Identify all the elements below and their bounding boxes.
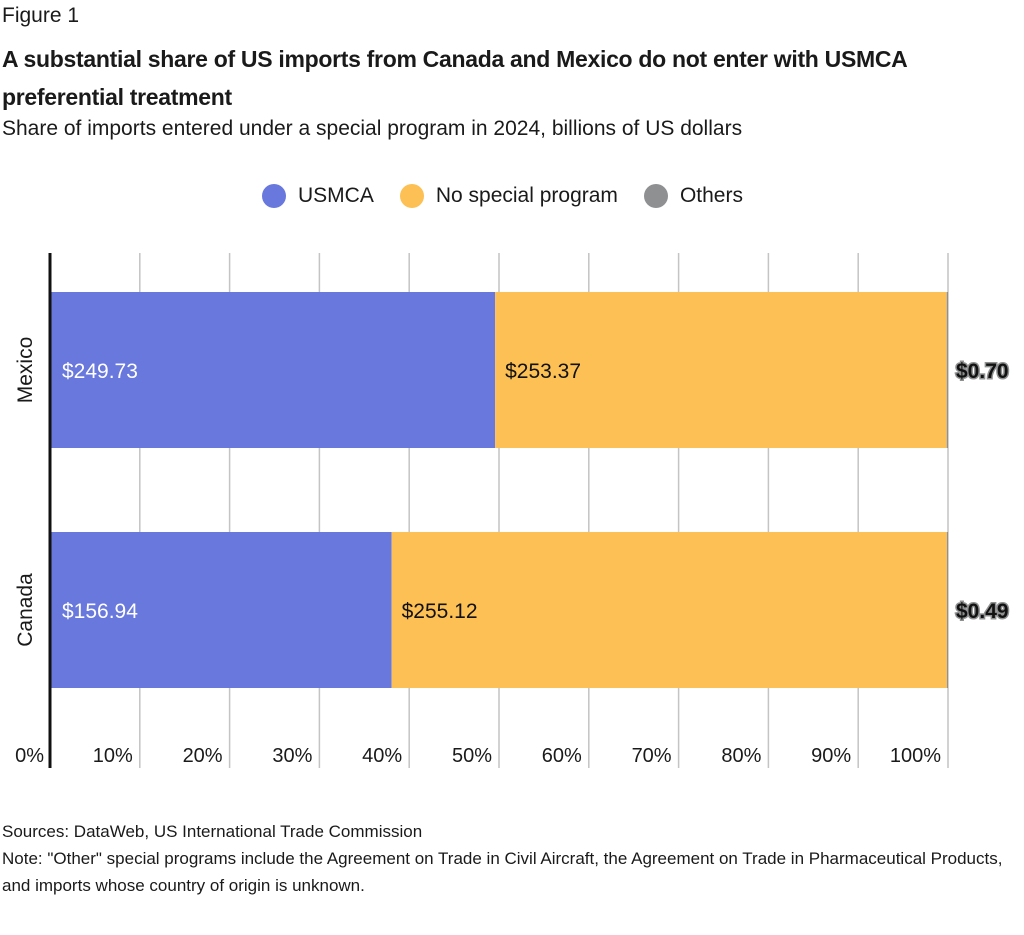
sources-text: Sources: DataWeb, US International Trade… [2,822,423,841]
legend-label-others: Others [679,184,743,207]
bar-no-special-program-canada [391,532,947,688]
x-tick-label: 50% [452,745,492,767]
x-tick-label: 90% [811,745,851,767]
legend: USMCA No special program Others [262,184,769,208]
x-tick-label: 80% [721,745,761,767]
footer: Sources: DataWeb, US International Trade… [2,818,1012,899]
data-label: $253.37 [505,360,581,383]
data-label: $156.94 [62,600,138,623]
bar-others-canada [946,532,948,688]
x-tick-label: 10% [93,745,133,767]
chart-title: A substantial share of US imports from C… [2,46,907,110]
x-tick-label: 30% [272,745,312,767]
data-label: $249.73 [62,360,138,383]
bar-others-mexico [946,292,948,448]
legend-swatch-usmca [262,184,286,208]
x-tick-label: 70% [632,745,672,767]
x-tick-label: 40% [362,745,402,767]
bars [50,292,948,688]
legend-item-others: Others [643,184,743,208]
chart-subtitle: Share of imports entered under a special… [2,117,743,140]
legend-swatch-no-special-program [399,184,424,208]
bar-usmca-mexico [50,292,496,448]
legend-item-usmca: USMCA [262,184,374,208]
category-label: Canada [14,573,37,647]
x-tick-label: 0% [15,745,44,767]
data-label: $0.49 [956,600,1009,623]
x-tick-label: 100% [890,745,941,767]
category-label: Mexico [14,337,37,404]
x-tick-label: 20% [183,745,223,767]
legend-item-no-special-program: No special program [399,184,618,208]
figure-label: Figure 1 [2,4,80,27]
data-label: $255.12 [402,600,478,623]
legend-swatch-others [643,184,668,208]
bar-usmca-canada [50,532,392,688]
category-labels: Mexico Canada [14,337,37,647]
bar-no-special-program-mexico [495,292,947,448]
bar-chart: $249.73 $253.37 $0.70 $156.94 $255.12 $0.49 M… [14,253,1010,768]
legend-label-no-special-program: No special program [435,184,618,207]
bar-labels: $249.73 $253.37 $0.70 $156.94 $255.12 $0.49 [62,359,1010,625]
legend-label-usmca: USMCA [298,184,374,207]
data-label: $0.70 [956,360,1009,383]
x-tick-label: 60% [542,745,582,767]
note-text: Note: "Other" special programs include t… [2,849,1003,895]
x-tick-labels: 0% 10% 20% 30% 40% 50% 60% 70% 80% 90% 100% [15,745,941,767]
